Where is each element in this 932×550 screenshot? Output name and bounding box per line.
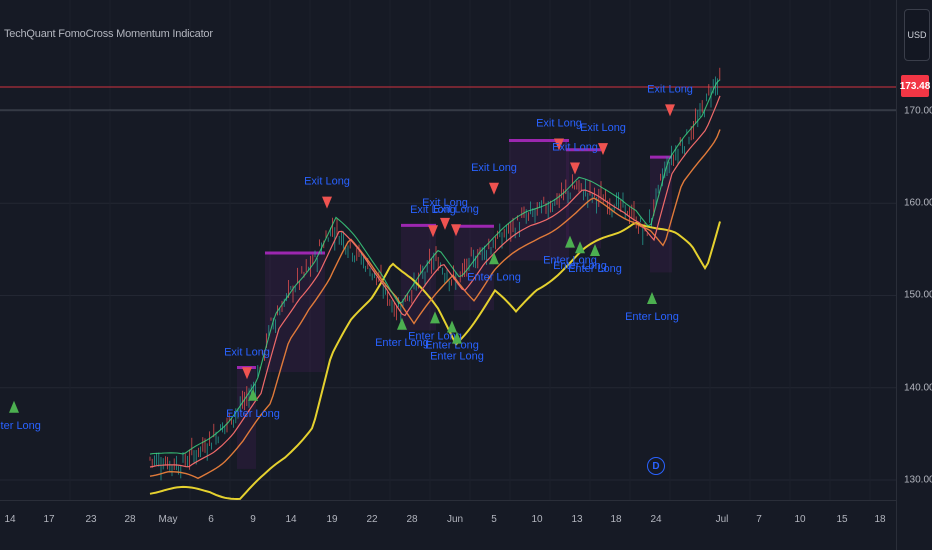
time-tick-label: 19 — [326, 514, 338, 525]
exit-long-label: Exit Long — [433, 203, 479, 215]
last-price-tag: 173.48 — [900, 75, 930, 97]
time-tick-label: 14 — [285, 514, 297, 525]
indicator-title[interactable]: TechQuant FomoCross Momentum Indicator — [4, 28, 213, 40]
price-tick-label: 130.00 — [904, 474, 932, 486]
enter-long-label: Enter Long — [0, 420, 41, 432]
price-tick-label: 160.00 — [904, 197, 932, 209]
mid-moving-average-line — [149, 129, 721, 480]
time-axis-divider — [0, 500, 896, 501]
slow-moving-average-line — [149, 221, 721, 501]
enter-long-arrow-icon — [647, 291, 657, 304]
time-tick-label: Jun — [446, 514, 464, 525]
price-bars — [149, 67, 721, 481]
time-tick-label: 10 — [531, 514, 543, 525]
enter-long-label: Enter Long — [425, 340, 479, 352]
exit-long-label: Exit Long — [647, 83, 693, 95]
time-tick-label: 7 — [756, 514, 762, 525]
exit-long-arrow-icon — [451, 224, 461, 237]
enter-long-arrow-icon — [430, 311, 440, 324]
currency-button[interactable]: USD — [904, 9, 930, 61]
trend-ribbon-line — [149, 79, 721, 455]
time-tick-label: 9 — [250, 514, 256, 525]
price-tick-label: 140.00 — [904, 382, 932, 394]
exit-long-label: Exit Long — [471, 162, 517, 174]
exit-long-arrow-icon — [428, 225, 438, 238]
time-tick-label: 18 — [874, 514, 886, 525]
exit-long-label: Exit Long — [304, 176, 350, 188]
exit-long-arrow-icon — [489, 182, 499, 195]
exit-long-arrow-icon — [598, 143, 608, 156]
exit-long-arrow-icon — [242, 367, 252, 380]
enter-long-arrow-icon — [9, 400, 19, 413]
enter-long-arrow-icon — [248, 388, 258, 401]
exit-long-arrow-icon — [570, 162, 580, 175]
exit-long-label: Exit Long — [422, 197, 468, 209]
hold-band-zone — [509, 140, 569, 261]
hold-bands — [237, 138, 672, 469]
exit-long-label: Exit Long — [224, 346, 270, 358]
time-tick-label: 22 — [366, 514, 378, 525]
enter-long-label: Enter Long — [226, 408, 280, 420]
enter-long-label: Enter Long — [543, 255, 597, 267]
price-tick-label: 170.00 — [904, 105, 932, 117]
exit-long-arrow-icon — [322, 196, 332, 209]
fast-moving-average-line — [149, 95, 721, 468]
time-tick-label: 15 — [836, 514, 848, 525]
time-tick-label: 28 — [124, 514, 136, 525]
enter-long-label: Enter Long — [430, 351, 484, 363]
hold-band-zone — [454, 226, 494, 311]
enter-long-label: Enter Long — [568, 263, 622, 275]
exit-long-label: Exit Long — [580, 122, 626, 134]
time-tick-label: 17 — [43, 514, 55, 525]
time-tick-label: 13 — [571, 514, 583, 525]
exit-long-label: Exit Long — [536, 117, 582, 129]
enter-long-label: Enter Long — [467, 271, 521, 283]
enter-long-arrow-icon — [447, 320, 457, 333]
enter-long-label: Enter Long — [408, 330, 462, 342]
dividend-event-icon[interactable]: D — [647, 457, 665, 475]
time-tick-label: 14 — [4, 514, 16, 525]
hold-band-zone — [265, 253, 325, 373]
time-tick-label: 24 — [650, 514, 662, 525]
enter-long-label: Enter Long — [375, 337, 429, 349]
time-tick-label: 6 — [208, 514, 214, 525]
exit-long-arrow-icon — [440, 217, 450, 230]
time-tick-label: 10 — [794, 514, 806, 525]
exit-long-arrow-icon — [665, 104, 675, 117]
time-tick-label: 28 — [406, 514, 418, 525]
time-tick-label: 5 — [491, 514, 497, 525]
enter-long-arrow-icon — [452, 331, 462, 344]
enter-long-arrow-icon — [397, 317, 407, 330]
exit-long-label: Exit Long — [410, 204, 456, 216]
time-tick-label: May — [158, 514, 178, 525]
moving-averages — [149, 79, 721, 501]
time-tick-label: 23 — [85, 514, 97, 525]
exit-long-label: Exit Long — [552, 141, 598, 153]
grid — [0, 110, 896, 481]
time-tick-label: 18 — [610, 514, 622, 525]
enter-long-label: Enter Long — [553, 260, 607, 272]
enter-long-arrow-icon — [489, 252, 499, 265]
enter-long-label: Enter Long — [625, 311, 679, 323]
enter-long-arrow-icon — [565, 235, 575, 248]
price-tick-label: 150.00 — [904, 289, 932, 301]
enter-long-arrow-icon — [575, 241, 585, 254]
exit-long-arrow-icon — [554, 138, 564, 151]
time-tick-label: Jul — [715, 514, 729, 525]
enter-long-arrow-icon — [590, 243, 600, 256]
price-axis-divider — [896, 0, 897, 550]
